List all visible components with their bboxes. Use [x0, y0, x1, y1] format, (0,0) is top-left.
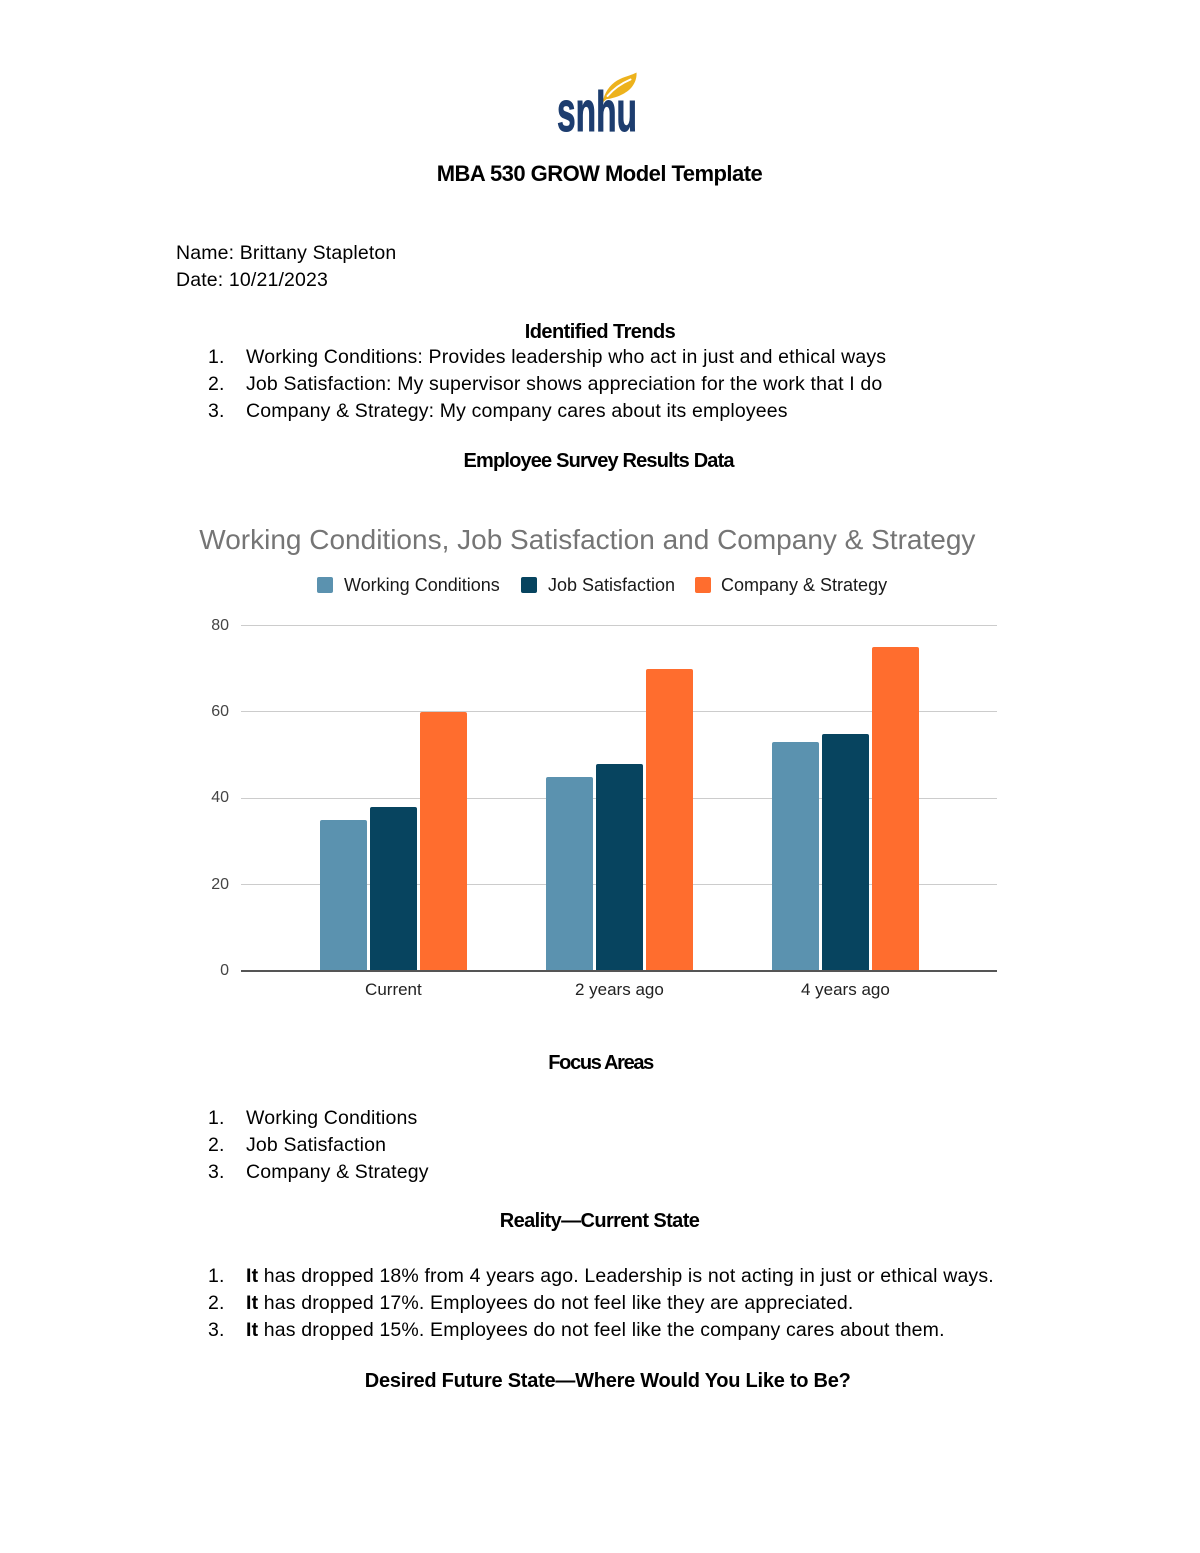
svg-text:snhu: snhu	[557, 80, 637, 140]
